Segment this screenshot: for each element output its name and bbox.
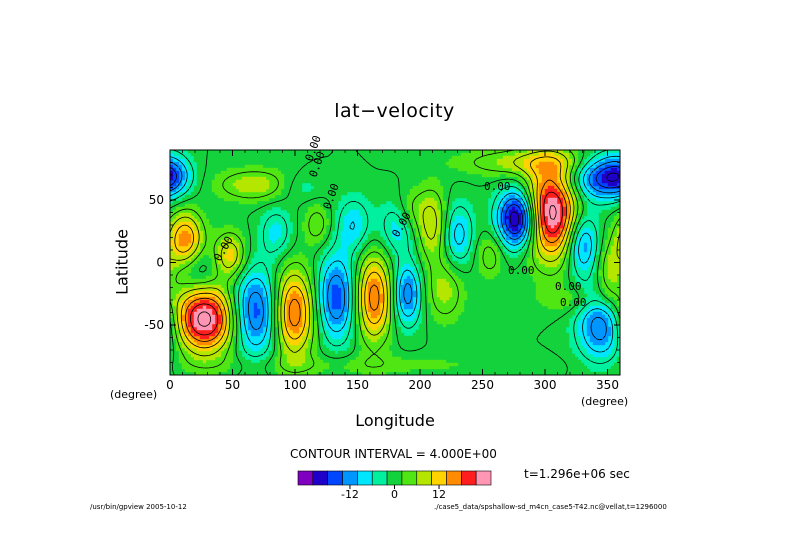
contour-line: [169, 149, 621, 373]
colorbar-swatch: [431, 470, 447, 486]
contour-line: [169, 155, 621, 353]
x-tick-label: 100: [284, 378, 307, 392]
colorbar-swatch: [461, 470, 477, 486]
x-tick-label: 300: [534, 378, 557, 392]
colorbar-swatch: [416, 470, 432, 486]
x-axis-label: Longitude: [355, 411, 435, 430]
y-tick-label: -50: [144, 318, 164, 332]
contour-line: [185, 179, 568, 342]
contour-interval-label: CONTOUR INTERVAL = 4.000E+00: [290, 447, 497, 461]
x-axis-unit: (degree): [581, 395, 629, 408]
contour-label: 0.00: [508, 264, 535, 277]
x-tick-label: 250: [471, 378, 494, 392]
contour-line: [509, 172, 619, 227]
colorbar-swatch: [312, 470, 328, 486]
contour-line: [169, 161, 621, 341]
x-tick-label: 150: [346, 378, 369, 392]
colorbar-tick-label: 0: [391, 488, 398, 501]
y-axis-unit: (degree): [110, 388, 158, 401]
colorbar-tick-label: -12: [341, 488, 359, 501]
contour-fill: [169, 149, 621, 376]
x-tick-label: 200: [409, 378, 432, 392]
colorbar-tick-label: 12: [432, 488, 446, 501]
colorbar-swatch: [357, 470, 373, 486]
footer-source: ./case5_data/spshallow-sd_m4cn_case5-T42…: [434, 503, 667, 511]
time-label: t=1.296e+06 sec: [524, 467, 630, 481]
colorbar-swatch: [371, 470, 388, 486]
contour-line: [174, 156, 571, 349]
colorbar-swatch: [386, 470, 403, 486]
colorbar-swatch: [297, 470, 314, 486]
contour-line: [169, 150, 621, 357]
chart-title: lat−velocity: [334, 100, 455, 122]
contour-lines: [169, 149, 621, 376]
contour-label: 0.00: [555, 280, 582, 293]
colorbar-swatch: [342, 470, 358, 486]
colorbar-swatch: [401, 470, 418, 486]
contour-label: 0.00: [560, 296, 587, 309]
x-tick-label: 350: [596, 378, 619, 392]
y-tick-label: 0: [156, 256, 164, 270]
contour-line: [169, 166, 621, 235]
footer-program: /usr/bin/gpview 2005-10-12: [90, 503, 187, 511]
contour-label: 0.00: [484, 180, 511, 193]
colorbar-swatch: [475, 470, 492, 486]
colorbar-swatch: [327, 470, 343, 486]
y-tick-label: 50: [149, 193, 164, 207]
contour-line: [190, 191, 563, 336]
x-tick-label: 0: [166, 378, 174, 392]
contour-line: [197, 205, 557, 327]
colorbar-swatch: [446, 470, 462, 486]
x-tick-label: 50: [225, 378, 240, 392]
